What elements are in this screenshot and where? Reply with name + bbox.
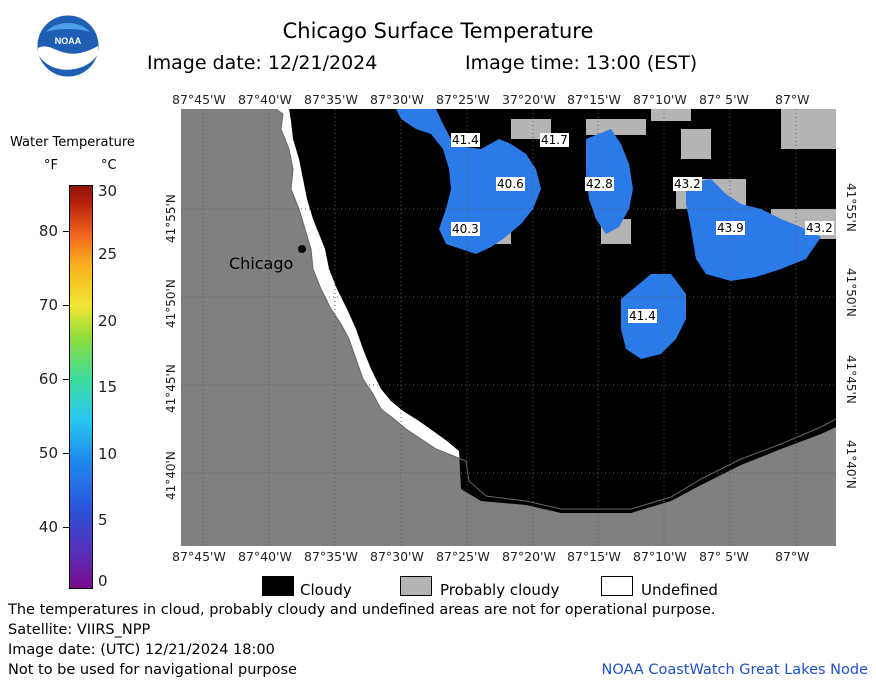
lon-label: 87°40'W xyxy=(238,92,292,107)
lon-label: 87°45'W xyxy=(172,549,226,564)
legend-undefined-swatch xyxy=(601,576,633,596)
lat-label: 41°55'N xyxy=(164,194,178,243)
lat-label: 41°40'N xyxy=(164,451,178,500)
colorbar-f-tick: 60 xyxy=(38,370,58,388)
lon-label: 87° 5'W xyxy=(699,549,749,564)
lon-label: 87°35'W xyxy=(304,549,358,564)
noaa-logo: NOAA xyxy=(36,14,100,78)
colorbar-tick-mark xyxy=(63,305,69,306)
noaa-logo-text: NOAA xyxy=(55,36,82,46)
temperature-label: 43.9 xyxy=(716,221,745,235)
lat-label: 41°55'N xyxy=(844,183,858,232)
colorbar-f-tick: 70 xyxy=(38,296,58,314)
lon-label: 87°10'W xyxy=(633,92,687,107)
temperature-label: 41.4 xyxy=(628,309,657,323)
lon-label: 87°10'W xyxy=(633,549,687,564)
colorbar-c-tick: 25 xyxy=(98,245,118,263)
lat-label: 41°50'N xyxy=(844,268,858,317)
disclaimer: The temperatures in cloud, probably clou… xyxy=(8,602,716,618)
temperature-label: 40.6 xyxy=(496,177,525,191)
lon-label: 87°20'W xyxy=(502,549,556,564)
lon-label: 87°25'W xyxy=(436,549,490,564)
colorbar-f-tick: 50 xyxy=(38,444,58,462)
colorbar-tick-mark xyxy=(63,453,69,454)
temperature-label: 42.8 xyxy=(585,177,614,191)
legend-cloudy-label: Cloudy xyxy=(300,581,352,599)
coastwatch-node: NOAA CoastWatch Great Lakes Node xyxy=(601,662,868,678)
page-title: Chicago Surface Temperature xyxy=(282,19,594,43)
map-panel xyxy=(181,109,836,546)
lon-label: 87°35'W xyxy=(304,92,358,107)
colorbar-tick-mark xyxy=(63,379,69,380)
legend-cloudy-swatch xyxy=(262,576,294,596)
lon-label: 87°15'W xyxy=(567,549,621,564)
legend-probably-cloudy-label: Probably cloudy xyxy=(440,581,560,599)
legend-undefined-label: Undefined xyxy=(641,581,718,599)
chicago-marker xyxy=(298,245,306,253)
noaa-logo-icon: NOAA xyxy=(36,14,100,78)
colorbar-tick-mark xyxy=(63,231,69,232)
colorbar-c-tick: 10 xyxy=(98,445,118,463)
temperature-label: 40.3 xyxy=(451,222,480,236)
shoreline xyxy=(275,109,836,510)
colorbar-f-tick: 40 xyxy=(38,518,58,536)
lon-label: 37°20'W xyxy=(502,92,556,107)
lon-label: 87°40'W xyxy=(238,549,292,564)
satellite-info: Satellite: VIIRS_NPP xyxy=(8,622,151,638)
utc-date: Image date: (UTC) 12/21/2024 18:00 xyxy=(8,642,275,658)
temperature-label: 41.4 xyxy=(451,133,480,147)
nav-warning: Not to be used for navigational purpose xyxy=(8,662,297,678)
lat-label: 41°45'N xyxy=(164,364,178,413)
temperature-label: 43.2 xyxy=(805,221,834,235)
temperature-label: 43.2 xyxy=(673,177,702,191)
legend-probably-cloudy-swatch xyxy=(400,576,432,596)
colorbar-heading: Water Temperature xyxy=(10,135,135,150)
city-label: Chicago xyxy=(229,254,294,273)
temperature-label: 41.7 xyxy=(540,133,569,147)
map-svg xyxy=(181,109,836,546)
colorbar-tick-mark xyxy=(63,527,69,528)
lon-label: 87°30'W xyxy=(370,549,424,564)
colorbar-c-tick: 20 xyxy=(98,312,118,330)
colorbar-f-tick: 80 xyxy=(38,222,58,240)
lon-label: 87°25'W xyxy=(436,92,490,107)
lon-label: 87° 5'W xyxy=(699,92,749,107)
lat-label: 41°50'N xyxy=(164,279,178,328)
lat-label: 41°45'N xyxy=(844,355,858,404)
colorbar-c-tick: 15 xyxy=(98,378,118,396)
colorbar-c-tick: 5 xyxy=(98,511,108,529)
lon-label: 87°15'W xyxy=(567,92,621,107)
image-date: Image date: 12/21/2024 xyxy=(147,52,378,74)
colorbar-c-tick: 30 xyxy=(98,182,118,200)
colorbar-c-tick: 0 xyxy=(98,572,108,590)
colorbar-unit-c: °C xyxy=(101,158,117,173)
image-time: Image time: 13:00 (EST) xyxy=(465,52,698,74)
colorbar xyxy=(69,185,93,589)
lon-label: 87°W xyxy=(775,92,810,107)
lon-label: 87°30'W xyxy=(370,92,424,107)
lon-label: 87°45'W xyxy=(172,92,226,107)
colorbar-unit-f: °F xyxy=(44,158,58,173)
lat-label: 41°40'N xyxy=(844,440,858,489)
lon-label: 87°W xyxy=(775,549,810,564)
